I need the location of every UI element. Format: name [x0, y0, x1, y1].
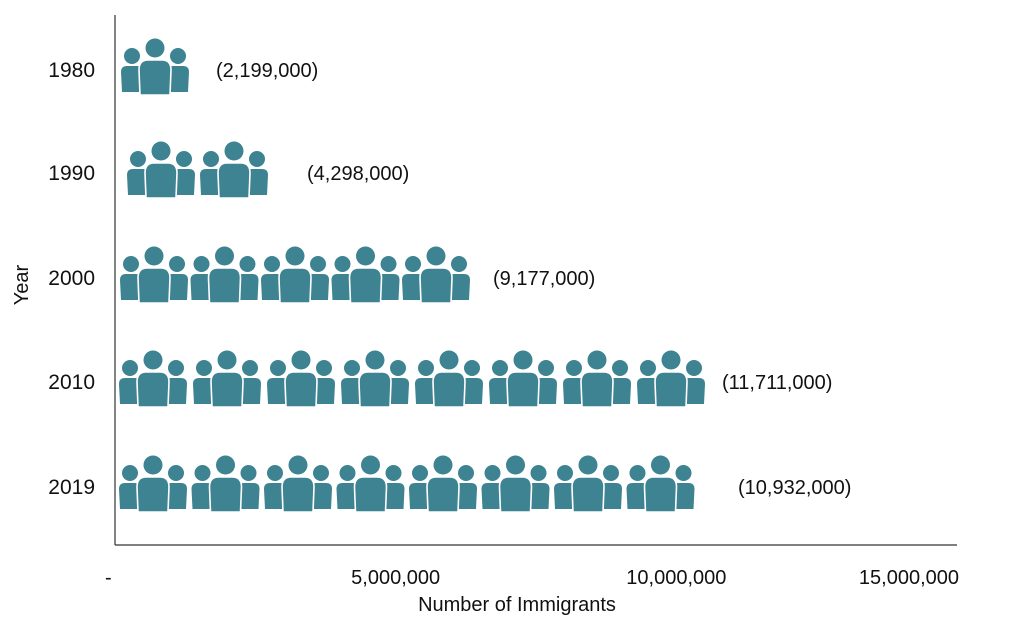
people-group-icon	[193, 349, 261, 408]
people-group-icon	[415, 349, 483, 408]
people-group-icon	[264, 454, 332, 513]
people-group-icon	[336, 454, 405, 513]
people-group-icon	[637, 349, 705, 408]
people-group-icon	[554, 454, 622, 513]
value-label-2010: (11,711,000)	[722, 372, 832, 394]
people-group-icon	[489, 349, 557, 408]
people-group-icon	[200, 140, 268, 199]
people-group-icon	[481, 454, 550, 513]
people-group-icon	[409, 454, 477, 513]
year-row-1990: 1990 (4,298,000)	[48, 140, 409, 199]
people-group-icon	[119, 454, 187, 513]
value-label-2000: (9,177,000)	[493, 268, 595, 290]
x-tick-label: 5,000,000	[351, 567, 440, 589]
people-group-icon	[331, 245, 400, 304]
people-group-icon	[626, 454, 695, 513]
people-group-icon	[267, 349, 335, 408]
value-label-1980: (2,199,000)	[216, 60, 318, 82]
people-group-icon	[341, 349, 409, 408]
rows-layer: 1980 (2,199,000) 1990 (4,298,000) 2000 (9,177…	[48, 37, 851, 513]
y-tick-label-1980: 1980	[48, 59, 95, 82]
x-axis-title: Number of Immigrants	[418, 594, 616, 615]
x-tick-label: 15,000,000	[859, 567, 959, 589]
y-tick-label-2019: 2019	[48, 476, 95, 499]
people-group-icon	[563, 349, 631, 408]
value-label-1990: (4,298,000)	[307, 163, 409, 185]
year-row-2010: 2010 (11,711,000)	[48, 349, 832, 408]
people-group-icon	[121, 37, 189, 96]
x-tick-label: 10,000,000	[626, 567, 726, 589]
people-group-icon	[191, 454, 260, 513]
y-tick-label-2000: 2000	[48, 267, 95, 290]
value-label-2019: (10,932,000)	[738, 477, 851, 499]
people-group-icon	[261, 245, 329, 304]
people-group-icon	[120, 245, 188, 304]
year-row-1980: 1980 (2,199,000)	[48, 37, 318, 96]
x-ticks-layer: - 5,000,000 10,000,000 15,000,000	[105, 567, 959, 589]
people-group-icon	[119, 349, 187, 408]
people-group-icon	[402, 245, 470, 304]
people-group-icon	[190, 245, 259, 304]
y-axis-title: Year	[11, 264, 33, 305]
y-tick-label-1990: 1990	[48, 162, 95, 185]
year-row-2019: 2019 (10,932,000)	[48, 454, 851, 513]
x-tick-label: -	[105, 567, 112, 589]
people-group-icon	[127, 140, 195, 199]
y-tick-label-2010: 2010	[48, 371, 95, 394]
year-row-2000: 2000 (9,177,000)	[48, 245, 595, 304]
